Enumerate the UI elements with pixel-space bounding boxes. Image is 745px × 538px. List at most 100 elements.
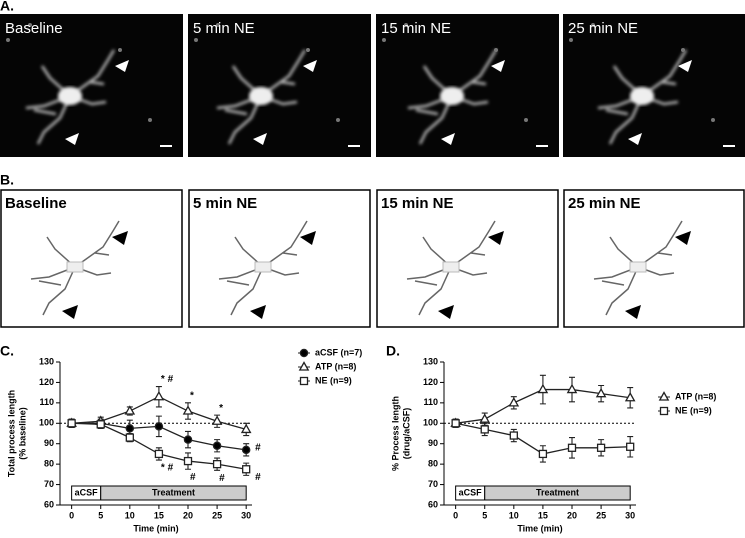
cell-body bbox=[440, 87, 464, 105]
arrowhead bbox=[625, 305, 641, 319]
annotation: # bbox=[255, 442, 261, 453]
y-axis-label: (drug/aCSF) bbox=[401, 408, 411, 460]
legend-label: ATP (n=8) bbox=[315, 361, 356, 371]
y-tick-label: 90 bbox=[44, 438, 54, 448]
x-tick-label: 5 bbox=[482, 510, 487, 520]
arrowhead bbox=[250, 305, 266, 319]
panel-label: A. bbox=[0, 0, 14, 14]
legend-label: ATP (n=8) bbox=[675, 391, 716, 401]
arrowhead bbox=[628, 133, 642, 145]
arrowhead bbox=[678, 60, 692, 72]
arrowhead bbox=[300, 231, 316, 245]
legend-label: NE (n=9) bbox=[675, 405, 712, 415]
cell-processes bbox=[216, 49, 307, 145]
speck bbox=[336, 118, 340, 122]
y-tick-label: 60 bbox=[44, 499, 54, 509]
tracing bbox=[406, 220, 496, 316]
x-tick-label: 30 bbox=[241, 510, 251, 520]
speck bbox=[194, 38, 198, 42]
tracing-soma bbox=[629, 261, 647, 273]
tracing bbox=[218, 220, 308, 316]
frame-label: 5 min NE bbox=[193, 20, 255, 37]
micrograph bbox=[0, 14, 183, 157]
legend-marker bbox=[299, 348, 309, 358]
x-axis-label: Time (min) bbox=[517, 523, 562, 533]
speck bbox=[524, 118, 528, 122]
cell-body bbox=[630, 87, 654, 105]
y-tick-label: 90 bbox=[428, 438, 438, 448]
annotation: * # bbox=[161, 463, 174, 474]
frame-label: 5 min NE bbox=[193, 195, 257, 212]
tracing-frame bbox=[0, 189, 183, 328]
marker bbox=[182, 405, 194, 415]
legend-marker bbox=[298, 361, 310, 371]
panel-label: D. bbox=[386, 343, 400, 359]
marker bbox=[567, 443, 577, 452]
marker bbox=[154, 422, 164, 431]
marker bbox=[240, 423, 252, 434]
frame-label: Baseline bbox=[5, 20, 63, 37]
arrowhead bbox=[115, 60, 129, 72]
panel-label: C. bbox=[0, 343, 14, 359]
speck bbox=[569, 38, 573, 42]
frame-label: 15 min NE bbox=[381, 20, 451, 37]
x-tick-label: 15 bbox=[538, 510, 548, 520]
legend-marker bbox=[299, 376, 309, 386]
marker bbox=[624, 391, 636, 402]
arrowhead bbox=[62, 305, 78, 319]
speck bbox=[494, 48, 498, 52]
y-tick-label: 130 bbox=[423, 356, 438, 366]
phase-bar bbox=[100, 485, 247, 501]
x-tick-label: 10 bbox=[125, 510, 135, 520]
marker bbox=[596, 443, 606, 452]
annotation: * # bbox=[161, 374, 174, 385]
speck bbox=[306, 48, 310, 52]
cell-processes bbox=[407, 49, 498, 145]
frame-label: 25 min NE bbox=[568, 195, 641, 212]
arrowhead bbox=[491, 60, 505, 72]
y-tick-label: 60 bbox=[428, 499, 438, 509]
marker bbox=[125, 433, 134, 442]
arrowhead bbox=[438, 305, 454, 319]
cell-body bbox=[249, 87, 273, 105]
arrowhead bbox=[65, 133, 79, 145]
y-tick-label: 80 bbox=[44, 459, 54, 469]
arrowhead bbox=[303, 60, 317, 72]
micrograph bbox=[563, 14, 745, 157]
y-axis-label: Total process length bbox=[6, 390, 16, 477]
marker bbox=[566, 383, 578, 394]
marker bbox=[479, 413, 491, 423]
marker bbox=[211, 415, 223, 425]
micrograph bbox=[188, 14, 371, 157]
marker bbox=[124, 405, 136, 415]
marker bbox=[451, 419, 460, 428]
speck bbox=[118, 48, 122, 52]
phase-bar bbox=[484, 485, 631, 501]
arrowhead bbox=[253, 133, 267, 145]
annotation: * bbox=[190, 390, 194, 401]
y-tick-label: 110 bbox=[423, 397, 438, 407]
speck bbox=[382, 38, 386, 42]
y-tick-label: 80 bbox=[428, 459, 438, 469]
marker bbox=[509, 431, 518, 440]
marker bbox=[153, 390, 165, 401]
arrowhead bbox=[441, 133, 455, 145]
y-tick-label: 100 bbox=[39, 418, 54, 428]
x-tick-label: 15 bbox=[154, 510, 164, 520]
tracing-soma bbox=[442, 261, 460, 273]
annotation: # bbox=[190, 472, 196, 483]
annotation: * bbox=[219, 403, 223, 414]
frame-label: Baseline bbox=[5, 195, 67, 212]
speck bbox=[591, 23, 595, 27]
x-tick-label: 0 bbox=[453, 510, 458, 520]
marker bbox=[183, 435, 193, 444]
y-tick-label: 110 bbox=[39, 397, 54, 407]
arrowhead bbox=[675, 231, 691, 245]
marker bbox=[537, 383, 549, 394]
speck bbox=[148, 118, 152, 122]
marker bbox=[508, 397, 520, 407]
speck bbox=[6, 38, 10, 42]
cell-processes bbox=[25, 49, 116, 145]
tracing bbox=[30, 220, 120, 316]
y-axis-label: (% baseline) bbox=[17, 407, 27, 460]
